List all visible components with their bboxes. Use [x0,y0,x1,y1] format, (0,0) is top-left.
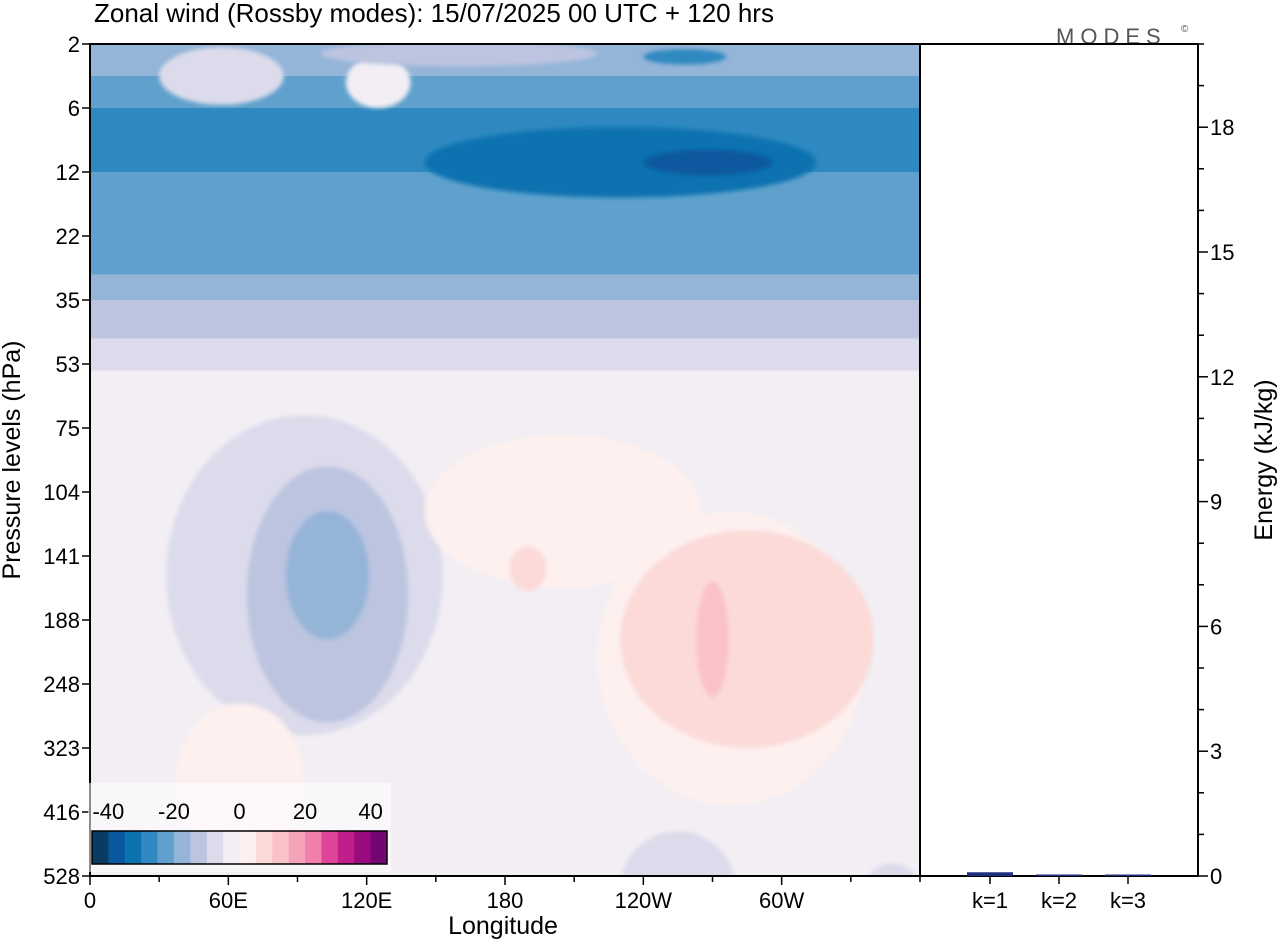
colorbar-tick-label: 40 [358,799,382,824]
x-tick-label: 120E [341,888,392,913]
energy-category-label: k=1 [972,888,1008,913]
contour-region [424,127,817,198]
y-tick-label: 6 [68,96,80,121]
y-tick-label: 416 [43,800,80,825]
y-tick-label: 248 [43,672,80,697]
contour-region [868,863,917,876]
contour-band [90,338,920,373]
contour-band [90,300,920,341]
longitude-axis: 0 60E 120E 180 120W 60W [84,876,921,913]
energy-axis-label: Energy (kJ/kg) [1250,379,1278,540]
contour-region [285,511,369,640]
contour-band [90,274,920,302]
colorbar-swatch [206,831,224,864]
colorbar-swatch [108,831,126,864]
contour-region [424,434,701,588]
energy-category-label: k=3 [1110,888,1146,913]
energy-bar [1105,874,1151,876]
colorbar-swatch [124,831,142,864]
x-axis-label: Longitude [448,912,558,940]
energy-axis: 0 3 6 9 12 15 18 [1198,43,1234,889]
y-axis-label: Pressure levels (hPa) [0,341,26,580]
colorbar-swatch [272,831,290,864]
colorbar-swatch [288,831,306,864]
chart-title: Zonal wind (Rossby modes): 15/07/2025 00… [94,0,774,28]
energy-category-label: k=2 [1041,888,1077,913]
colorbar-frame [91,830,388,865]
y-tick-label: 528 [43,864,80,889]
y-tick-label: 104 [43,480,80,505]
y-tick-label: 22 [56,224,80,249]
energy-bar [967,872,1013,876]
contour-region [620,530,874,748]
colorbar-swatch [370,831,388,864]
colorbar-swatch [321,831,339,864]
contour-region [320,44,598,67]
colorbar-swatch [141,831,158,864]
energy-tick-label: 3 [1210,739,1222,764]
contour-region [345,56,411,108]
y-tick-label: 141 [43,544,80,569]
energy-tick-label: 18 [1210,115,1234,140]
contour-region [621,831,735,876]
x-tick-label: 180 [487,888,524,913]
pressure-axis: 2 6 12 22 35 53 75 104 141 188 248 323 416 528 [43,32,90,889]
colorbar-swatch [173,831,191,864]
colorbar-swatch [305,831,322,864]
logo-mark: © [1181,24,1189,35]
energy-tick-label: 0 [1210,864,1222,889]
y-tick-label: 35 [56,288,80,313]
contour-region [643,49,727,65]
y-tick-label: 323 [43,736,80,761]
colorbar-swatch [354,831,372,864]
energy-tick-label: 9 [1210,490,1222,515]
colorbar-swatch [255,831,273,864]
energy-panel [919,43,1199,877]
y-tick-label: 2 [68,32,80,57]
x-tick-label: 0 [84,888,96,913]
colorbar-swatch [337,831,355,864]
x-tick-label: 60E [209,888,248,913]
energy-tick-label: 6 [1210,614,1222,639]
colorbar-tick-label: 20 [293,799,317,824]
contour-region [696,581,729,697]
energy-bars: k=1 k=2 k=3 [967,872,1151,913]
colorbar-swatch [157,831,175,864]
contour-region [509,546,547,592]
contour-region [643,149,773,176]
colorbar-swatch [239,831,257,864]
y-tick-label: 53 [56,352,80,377]
y-tick-label: 75 [56,416,80,441]
x-tick-label: 60W [759,888,804,913]
colorbar-swatch [223,831,240,864]
colorbar-tick-label: -40 [92,799,124,824]
colorbar-tick-label: -20 [158,799,190,824]
contour-region [159,47,284,105]
energy-tick-label: 15 [1210,240,1234,265]
zonal-wind-contours [90,44,920,876]
colorbar-tick-label: 0 [233,799,245,824]
colorbar-swatch [92,831,109,864]
energy-tick-label: 12 [1210,365,1234,390]
x-tick-label: 120W [615,888,673,913]
energy-bar [1036,874,1082,876]
colorbar-swatch [190,831,208,864]
y-tick-label: 188 [43,608,80,633]
y-tick-label: 12 [56,160,80,185]
colorbar: -40 -20 0 20 40 [88,783,391,872]
